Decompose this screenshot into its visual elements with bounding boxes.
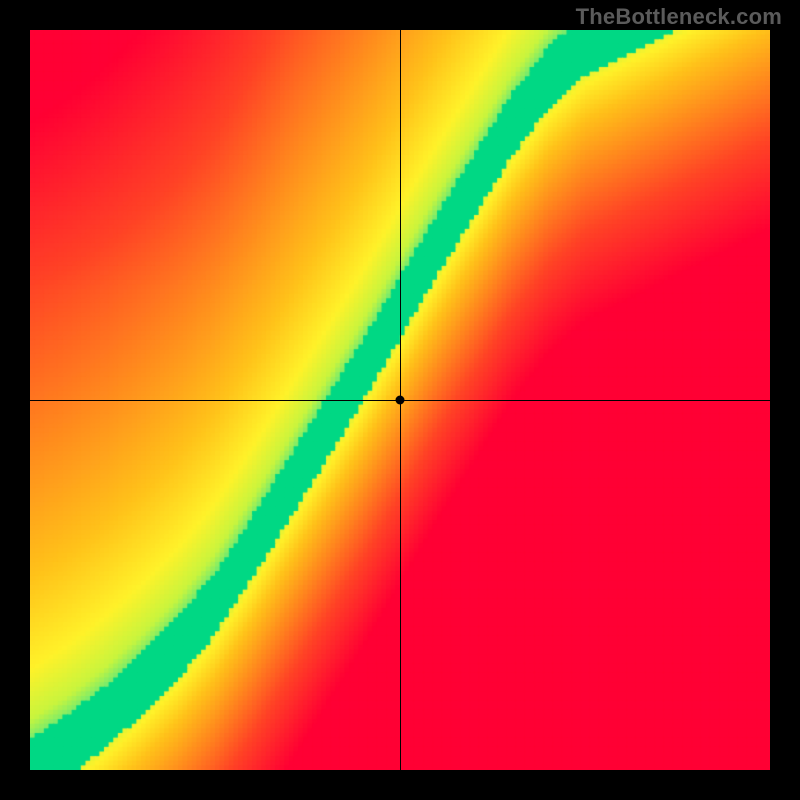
heatmap-plot-area: [30, 30, 770, 770]
watermark-text: TheBottleneck.com: [576, 4, 782, 30]
selection-marker: [396, 396, 405, 405]
